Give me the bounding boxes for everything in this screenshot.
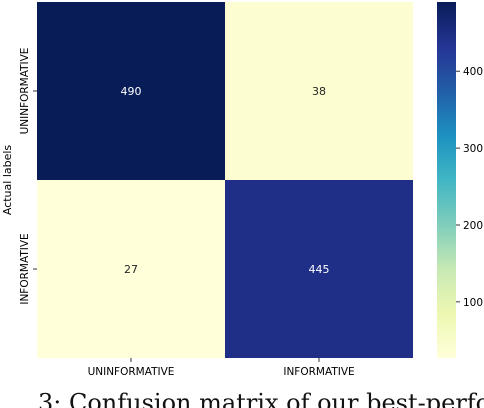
heatmap-cells <box>37 2 413 358</box>
colorbar <box>437 2 456 358</box>
colorbar-tick-label: 400 <box>463 66 483 78</box>
cell-value-labels: 490 38 27 445 <box>121 85 330 276</box>
heatmap-cell <box>225 2 413 180</box>
y-tick-label: UNINFORMATIVE <box>19 48 31 135</box>
y-axis-label: Actual labels <box>1 145 14 216</box>
colorbar-ticks: 100 200 300 400 <box>456 66 483 309</box>
heatmap-cell <box>37 2 225 180</box>
colorbar-tick-label: 200 <box>463 220 483 232</box>
cell-value-label: 445 <box>309 263 330 276</box>
heatmap-cell <box>225 180 413 358</box>
figure-caption: 3: Confusion matrix of our best-performi… <box>38 389 484 408</box>
cell-value-label: 38 <box>312 85 326 98</box>
cell-value-label: 27 <box>124 263 138 276</box>
y-axis-ticks: UNINFORMATIVE INFORMATIVE <box>19 48 37 305</box>
y-tick-label: INFORMATIVE <box>19 233 31 304</box>
colorbar-tick-label: 300 <box>463 143 483 155</box>
x-tick-label: UNINFORMATIVE <box>88 366 175 378</box>
heatmap-cell <box>37 180 225 358</box>
x-axis-ticks: UNINFORMATIVE INFORMATIVE <box>88 358 355 378</box>
x-tick-label: INFORMATIVE <box>283 366 354 378</box>
cell-value-label: 490 <box>121 85 142 98</box>
colorbar-tick-label: 100 <box>463 297 483 309</box>
